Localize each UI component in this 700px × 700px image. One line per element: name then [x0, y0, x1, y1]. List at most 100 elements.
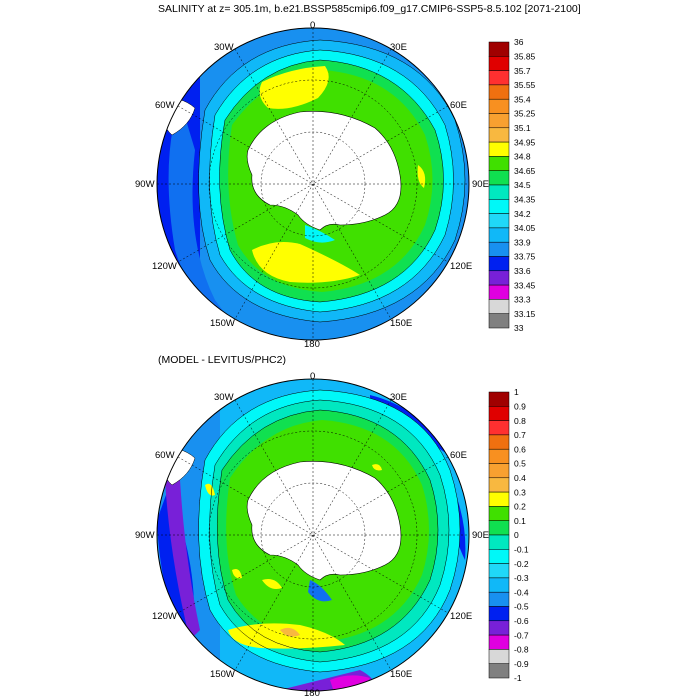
bottom-colorbar-swatch	[488, 534, 510, 550]
bottom-colorbar-swatch	[488, 549, 510, 564]
top-lon-label-30e: 30E	[390, 42, 407, 53]
top-colorbar-tick-label: 35.55	[514, 80, 536, 90]
top-salinity-field	[157, 28, 469, 340]
bottom-lon-label-180: 180	[304, 688, 320, 699]
bottom-lon-label-150e: 150E	[390, 669, 413, 680]
bottom-colorbar-swatch	[488, 591, 510, 607]
bottom-colorbar-tick-label: 0.5	[514, 459, 526, 469]
top-colorbar-tick-label: 35.25	[514, 109, 536, 119]
top-colorbar-tick-label: 34.8	[514, 152, 531, 162]
top-lon-label-150e: 150E	[390, 318, 413, 329]
bottom-colorbar-swatch	[488, 577, 510, 593]
top-colorbar-tick-label: 34.95	[514, 137, 536, 147]
top-colorbar-swatch	[488, 227, 510, 243]
top-colorbar-swatch	[488, 313, 510, 329]
top-colorbar-tick-label: 33.75	[514, 252, 536, 262]
bottom-colorbar-swatch	[488, 477, 510, 493]
top-colorbar-tick-label: 34.35	[514, 195, 536, 205]
top-colorbar-tick-label: 34.5	[514, 180, 531, 190]
top-colorbar-swatch	[488, 113, 510, 129]
bottom-lon-label-120w: 120W	[152, 611, 177, 622]
bottom-colorbar-swatch	[488, 491, 510, 507]
top-lon-label-120e: 120E	[450, 261, 473, 272]
top-lon-label-150w: 150W	[210, 318, 235, 329]
bottom-lon-label-30w: 30W	[214, 392, 234, 403]
bottom-lon-label-60e: 60E	[450, 450, 467, 461]
bottom-colorbar-tick-label: 0.1	[514, 516, 526, 526]
bottom-colorbar-swatch	[488, 620, 510, 636]
bottom-colorbar-tick-label: -0.4	[514, 587, 529, 597]
bottom-colorbar-swatch	[488, 420, 510, 436]
bottom-colorbar-swatch	[488, 406, 510, 421]
top-colorbar-swatch	[488, 184, 510, 200]
top-colorbar-swatch	[488, 213, 510, 229]
top-colorbar-tick-label: 33.3	[514, 295, 531, 305]
top-lon-label-30w: 30W	[214, 42, 234, 53]
top-colorbar-tick-label: 33.15	[514, 309, 536, 319]
bottom-colorbar-swatch	[488, 391, 510, 407]
top-colorbar-tick-label: 34.65	[514, 166, 536, 176]
bottom-lon-label-90w: 90W	[135, 530, 155, 541]
bottom-lon-label-30e: 30E	[390, 392, 407, 403]
bottom-colorbar-tick-label: -0.9	[514, 659, 529, 669]
top-colorbar-tick-label: 33.9	[514, 237, 531, 247]
bottom-lon-label-0: 0	[310, 371, 316, 382]
top-colorbar-tick-label: 35.4	[514, 94, 531, 104]
bottom-lon-label-150w: 150W	[210, 669, 235, 680]
bottom-colorbar-tick-label: -0.6	[514, 616, 529, 626]
top-colorbar-swatch	[488, 56, 510, 71]
bottom-colorbar-tick-label: 1	[514, 387, 519, 397]
bottom-colorbar-swatch	[488, 463, 510, 479]
bottom-colorbar-swatch	[488, 506, 510, 521]
bottom-colorbar-tick-label: -0.5	[514, 602, 529, 612]
bottom-colorbar-swatch	[488, 520, 510, 536]
bottom-colorbar-tick-label: 0.9	[514, 402, 526, 412]
top-colorbar-tick-label: 35.1	[514, 123, 531, 133]
top-colorbar-swatch	[488, 84, 510, 100]
bottom-anomaly-field	[157, 379, 469, 691]
top-colorbar-swatch	[488, 70, 510, 86]
top-colorbar-tick-label: 35.85	[514, 52, 536, 62]
bottom-colorbar-tick-label: 0	[514, 530, 519, 540]
top-lon-label-90w: 90W	[135, 179, 155, 190]
bottom-lon-label-60w: 60W	[155, 450, 175, 461]
top-lon-label-0: 0	[310, 20, 316, 31]
top-colorbar-tick-label: 35.7	[514, 66, 531, 76]
bottom-colorbar-tick-label: 0.4	[514, 473, 526, 483]
top-lon-label-120w: 120W	[152, 261, 177, 272]
bottom-panel-title: (MODEL - LEVITUS/PHC2)	[158, 354, 286, 366]
bottom-colorbar-swatch	[488, 606, 510, 622]
top-colorbar-swatch	[488, 127, 510, 143]
bottom-colorbar-swatch	[488, 663, 510, 679]
bottom-colorbar-swatch	[488, 649, 510, 664]
bottom-colorbar-tick-label: 0.2	[514, 502, 526, 512]
bottom-colorbar-tick-label: -0.8	[514, 645, 529, 655]
top-colorbar-swatch	[488, 199, 510, 214]
top-map-border	[156, 27, 470, 341]
top-lon-label-60e: 60E	[450, 100, 467, 111]
top-colorbar-swatch	[488, 156, 510, 171]
bottom-colorbar-tick-label: 0.3	[514, 487, 526, 497]
top-colorbar-tick-label: 33.45	[514, 280, 536, 290]
top-panel-title: SALINITY at z= 305.1m, b.e21.BSSP585cmip…	[158, 3, 581, 15]
top-lon-label-90e: 90E	[472, 179, 489, 190]
top-lon-label-180: 180	[304, 339, 320, 350]
bottom-lon-label-90e: 90E	[472, 530, 489, 541]
top-colorbar-swatch	[488, 98, 510, 114]
top-colorbar-swatch	[488, 270, 510, 286]
top-colorbar-tick-label: 33	[514, 323, 524, 333]
bottom-colorbar-tick-label: -0.1	[514, 545, 529, 555]
bottom-map-border	[156, 378, 470, 692]
top-colorbar: 36 35.85 35.7 35.55 35.4 35.25 35.1 34.95 34.8 34…	[488, 37, 536, 333]
bottom-colorbar-tick-label: -0.2	[514, 559, 529, 569]
top-colorbar-swatch	[488, 170, 510, 186]
top-colorbar-swatch	[488, 284, 510, 300]
bottom-lon-label-120e: 120E	[450, 611, 473, 622]
top-colorbar-swatch	[488, 41, 510, 57]
top-colorbar-tick-label: 33.6	[514, 266, 531, 276]
bottom-colorbar-tick-label: -0.7	[514, 630, 529, 640]
top-colorbar-swatch	[488, 241, 510, 257]
top-colorbar-tick-label: 34.2	[514, 209, 531, 219]
bottom-colorbar-swatch	[488, 434, 510, 450]
bottom-colorbar: 1 0.9 0.8 0.7 0.6 0.5 0.4 0.3 0.2 0.1 0 -0.1 -0.2 -0.…	[488, 387, 529, 683]
